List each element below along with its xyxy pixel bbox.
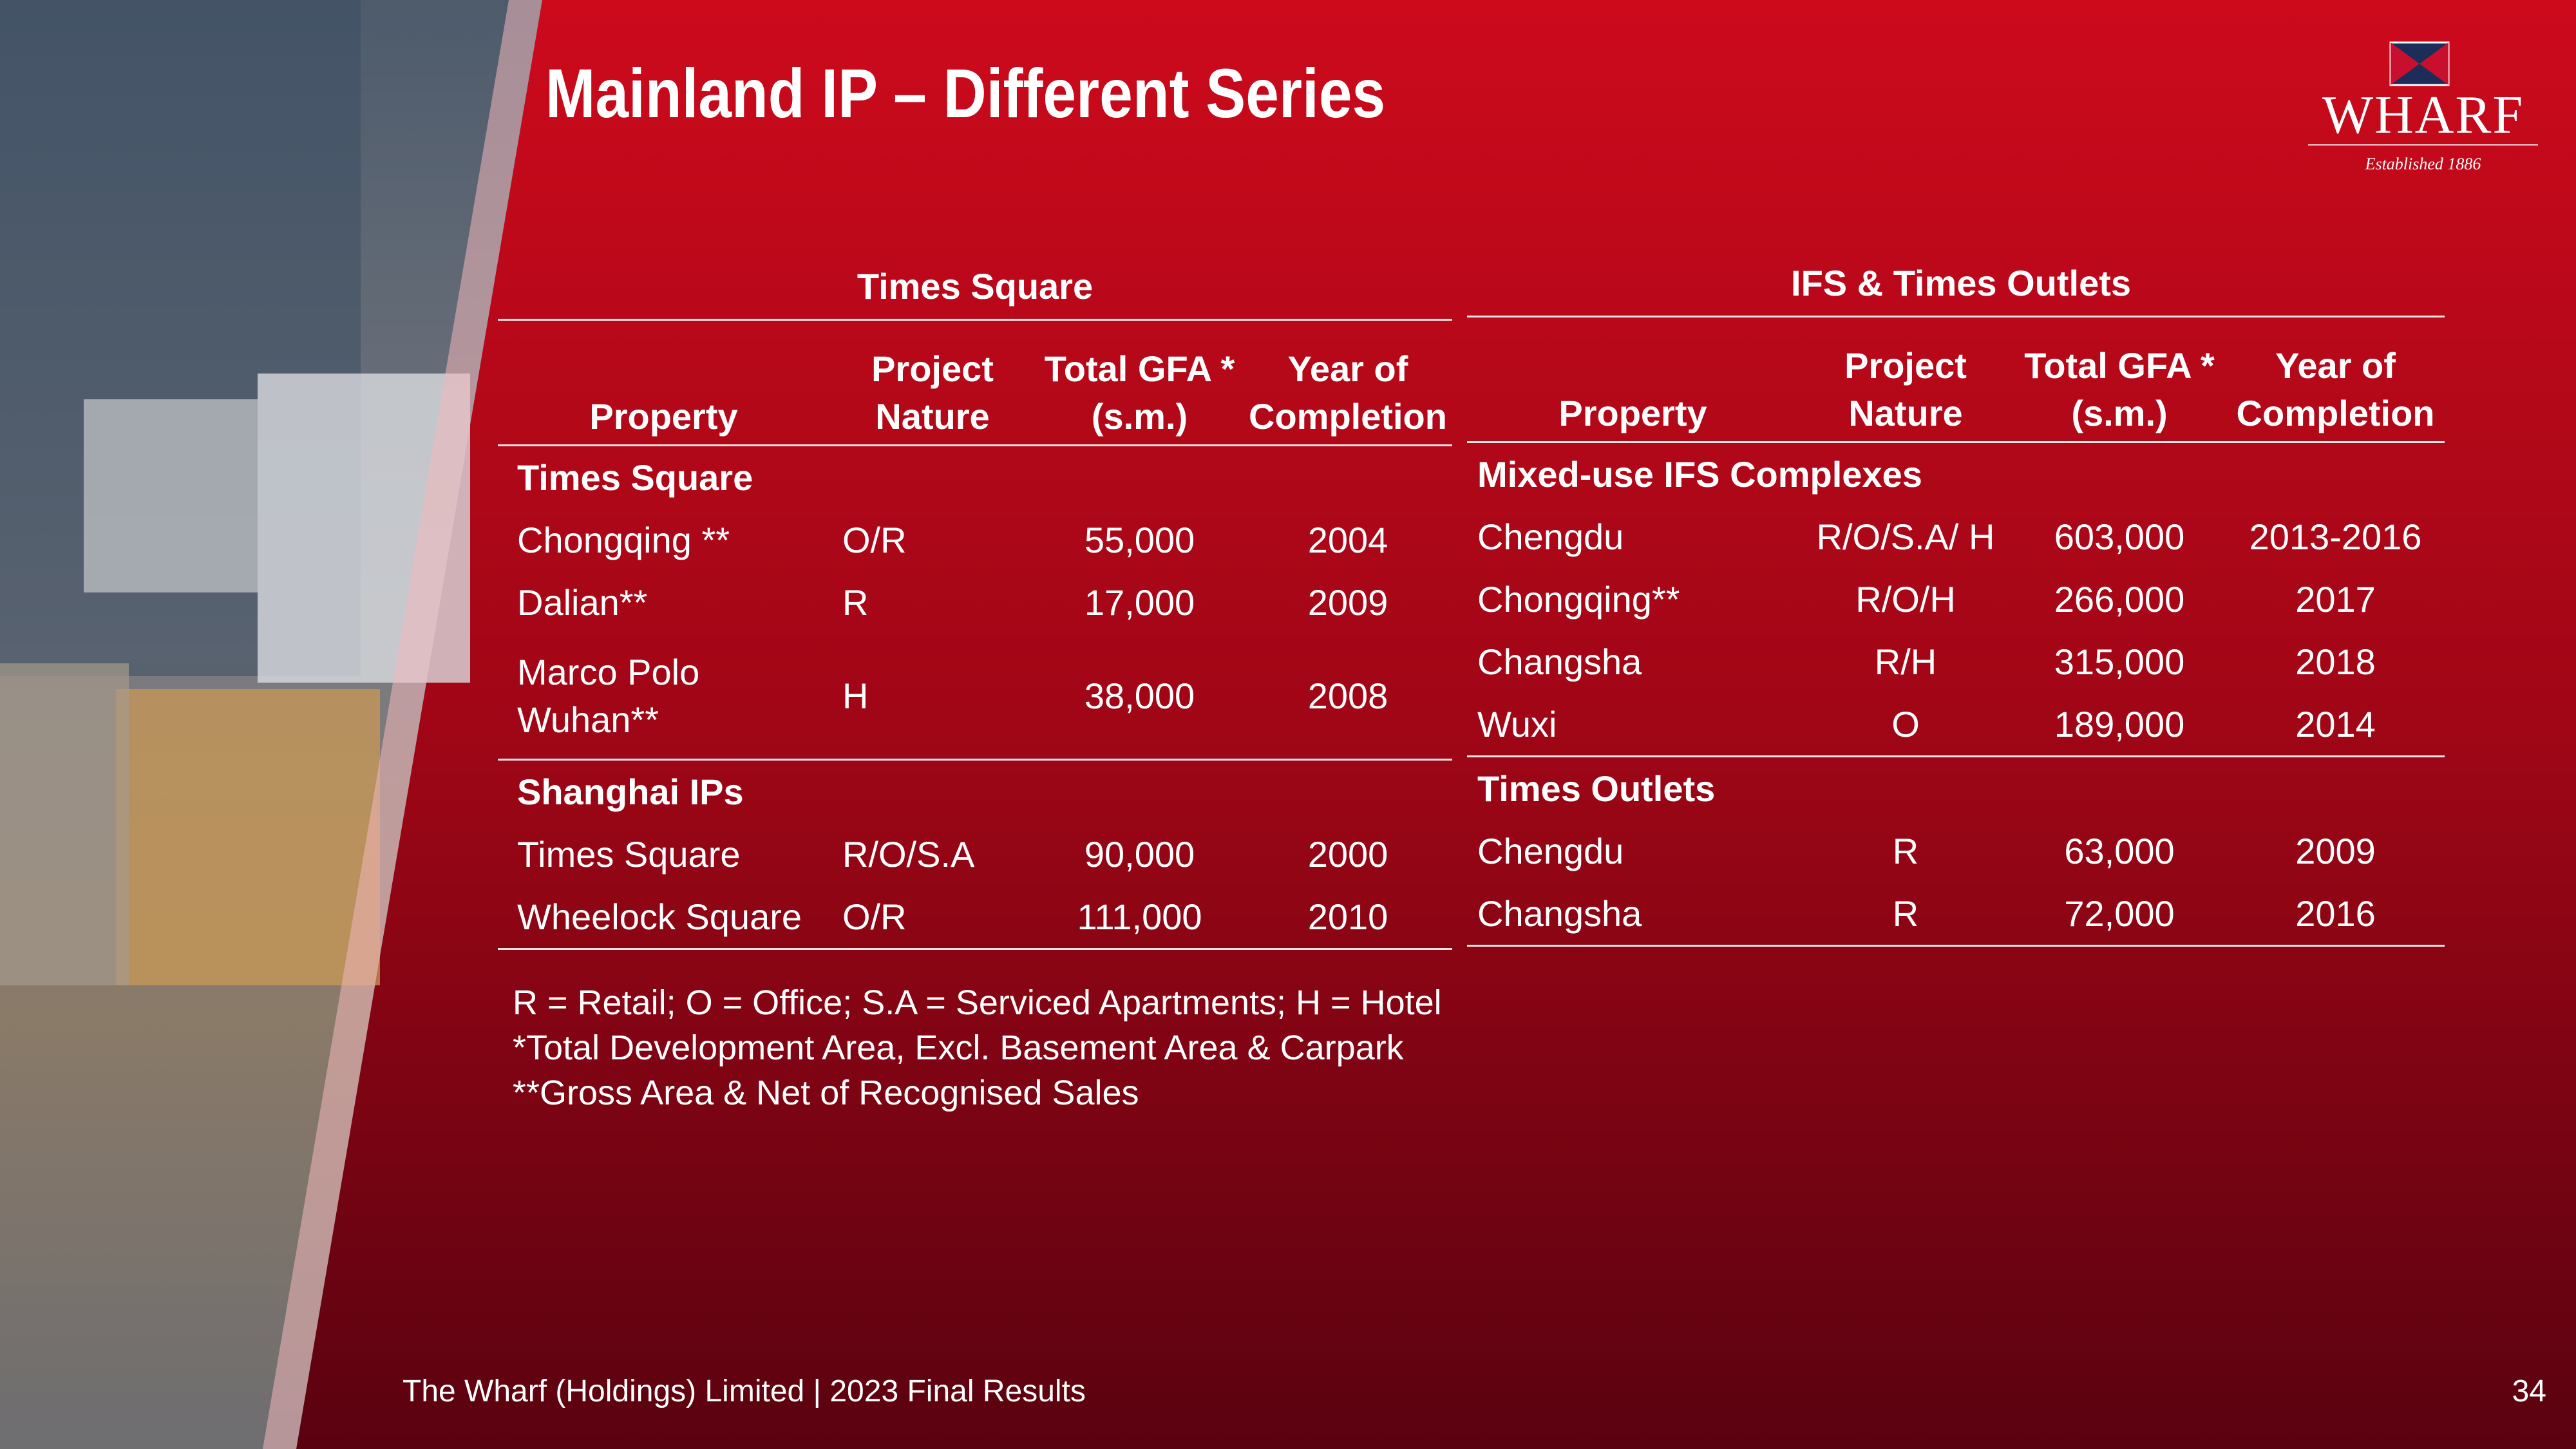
note: *Total Development Area, Excl. Basement … bbox=[513, 1028, 1404, 1067]
page-number: 34 bbox=[2512, 1374, 2546, 1408]
table-cell: R bbox=[1799, 882, 2012, 947]
table-title: IFS & Times Outlets bbox=[1467, 251, 2445, 317]
table-row: Dalian** R 17,000 2009 bbox=[498, 571, 1452, 634]
column-header: Property bbox=[498, 319, 829, 446]
table-body: Times Square Property Project Nature Total … bbox=[498, 254, 1452, 950]
table-cell: O/R bbox=[829, 886, 1036, 950]
column-header: Year of Completion bbox=[2226, 316, 2445, 443]
table-cell: 111,000 bbox=[1036, 886, 1244, 950]
column-header: Property bbox=[1467, 316, 1799, 443]
column-header: Project Nature bbox=[1799, 316, 2012, 443]
header-row: Property Project Nature Total GFA * (s.m.)… bbox=[498, 319, 1452, 446]
table-cell: 2000 bbox=[1307, 833, 1388, 875]
data-table: Times Square Property Project Nature Total … bbox=[498, 254, 1452, 950]
table-row: Changsha R 72,000 2016 bbox=[1467, 882, 2445, 947]
logo-rule bbox=[2308, 144, 2538, 146]
section-title: Times Outlets bbox=[1477, 768, 1716, 809]
table-cell: 2017 bbox=[2295, 578, 2376, 620]
table-row: Chongqing** R/O/H 266,000 2017 bbox=[1467, 568, 2445, 630]
table-cell: 63,000 bbox=[2064, 830, 2175, 871]
column-header: Total GFA * (s.m.) bbox=[2012, 316, 2226, 443]
logo-text: WHARF bbox=[2322, 85, 2524, 145]
table-row: Changsha R/H 315,000 2018 bbox=[1467, 630, 2445, 693]
table-cell: R bbox=[842, 582, 869, 623]
section-row: Mixed-use IFS Complexes bbox=[1467, 442, 2445, 506]
title: Mainland IP – Different Series bbox=[545, 54, 1386, 132]
table-row: Wheelock Square O/R 111,000 2010 bbox=[498, 886, 1452, 950]
section-title: Shanghai IPs bbox=[517, 771, 744, 812]
table-row: Times Square R/O/S.A 90,000 2000 bbox=[498, 823, 1452, 886]
section-row: Times Square bbox=[498, 446, 1452, 509]
table-cell: 2014 bbox=[2226, 693, 2445, 757]
table-row: Chengdu R/O/S.A/ H 603,000 2013-2016 bbox=[1467, 506, 2445, 568]
section-title: Times Square bbox=[517, 457, 753, 498]
table-cell: R bbox=[1892, 830, 1919, 871]
table-cell: R/H bbox=[1874, 641, 1937, 682]
table-row: Chongqing ** O/R 55,000 2004 bbox=[498, 509, 1452, 571]
table-cell: 266,000 bbox=[2054, 578, 2185, 620]
table-cell: Chongqing** bbox=[1477, 578, 1680, 620]
table-cell: 72,000 bbox=[2012, 882, 2226, 947]
data-table: IFS & Times Outlets Property Project Natur… bbox=[1467, 251, 2445, 947]
table-cell: 2013-2016 bbox=[2249, 516, 2422, 557]
table-cell: 2018 bbox=[2295, 641, 2376, 682]
table-row: Marco Polo Wuhan** H 38,000 2008 bbox=[498, 634, 1452, 761]
column-header: Total GFA * (s.m.) bbox=[1036, 319, 1244, 446]
table-cell: Changsha bbox=[1467, 882, 1799, 947]
table-cell: 17,000 bbox=[1084, 582, 1195, 623]
table-cell: 55,000 bbox=[1084, 519, 1195, 560]
section-row: Shanghai IPs bbox=[498, 760, 1452, 824]
table-cell: 2004 bbox=[1307, 519, 1388, 560]
table-cell: Changsha bbox=[1477, 641, 1642, 682]
table-row: Wuxi O 189,000 2014 bbox=[1467, 693, 2445, 757]
table-row: Chengdu R 63,000 2009 bbox=[1467, 820, 2445, 882]
table-title: Times Square bbox=[498, 254, 1452, 321]
section-row: Times Outlets bbox=[1467, 757, 2445, 820]
table-body: IFS & Times Outlets Property Project Natur… bbox=[1467, 251, 2445, 947]
table-cell: 189,000 bbox=[2012, 693, 2226, 757]
table-cell: 90,000 bbox=[1084, 833, 1195, 875]
table-cell: 2009 bbox=[1307, 582, 1388, 623]
caption-row: IFS & Times Outlets bbox=[1467, 251, 2445, 317]
caption-row: Times Square bbox=[498, 254, 1452, 321]
logo-tagline: Established 1886 bbox=[2365, 155, 2481, 173]
table-cell: 38,000 bbox=[1036, 634, 1244, 761]
section-title: Mixed-use IFS Complexes bbox=[1477, 453, 1922, 495]
table-cell: Times Square bbox=[517, 833, 741, 875]
table-cell: 2010 bbox=[1244, 886, 1452, 950]
table-cell: R/O/S.A/ H bbox=[1816, 516, 1995, 557]
table-cell: R/O/H bbox=[1855, 578, 1956, 620]
table-cell: Chongqing ** bbox=[517, 519, 730, 560]
table-cell: O/R bbox=[842, 519, 907, 560]
column-header: Year of Completion bbox=[1244, 319, 1452, 446]
column-header: Project Nature bbox=[829, 319, 1036, 446]
table-cell: Dalian** bbox=[517, 582, 648, 623]
footer: The Wharf (Holdings) Limited | 2023 Fina… bbox=[402, 1374, 1086, 1408]
table-cell: Chengdu bbox=[1477, 830, 1624, 871]
table-cell: 315,000 bbox=[2054, 641, 2185, 682]
table-cell: H bbox=[829, 634, 1036, 761]
note: **Gross Area & Net of Recognised Sales bbox=[513, 1074, 1139, 1112]
table-cell: 2016 bbox=[2226, 882, 2445, 947]
table-cell: 2009 bbox=[2295, 830, 2376, 871]
table-cell: Marco Polo Wuhan** bbox=[498, 634, 829, 761]
header-row: Property Project Nature Total GFA * (s.m.)… bbox=[1467, 316, 2445, 443]
note: R = Retail; O = Office; S.A = Serviced A… bbox=[513, 983, 1442, 1022]
table-cell: 603,000 bbox=[2054, 516, 2185, 557]
table-cell: Wheelock Square bbox=[498, 886, 829, 950]
table-cell: R/O/S.A bbox=[842, 833, 975, 875]
notes: R = Retail; O = Office; S.A = Serviced A… bbox=[513, 980, 1442, 1115]
table-cell: O bbox=[1799, 693, 2012, 757]
table-cell: 2008 bbox=[1244, 634, 1452, 761]
table-cell: Wuxi bbox=[1467, 693, 1799, 757]
table-cell: Chengdu bbox=[1477, 516, 1624, 557]
